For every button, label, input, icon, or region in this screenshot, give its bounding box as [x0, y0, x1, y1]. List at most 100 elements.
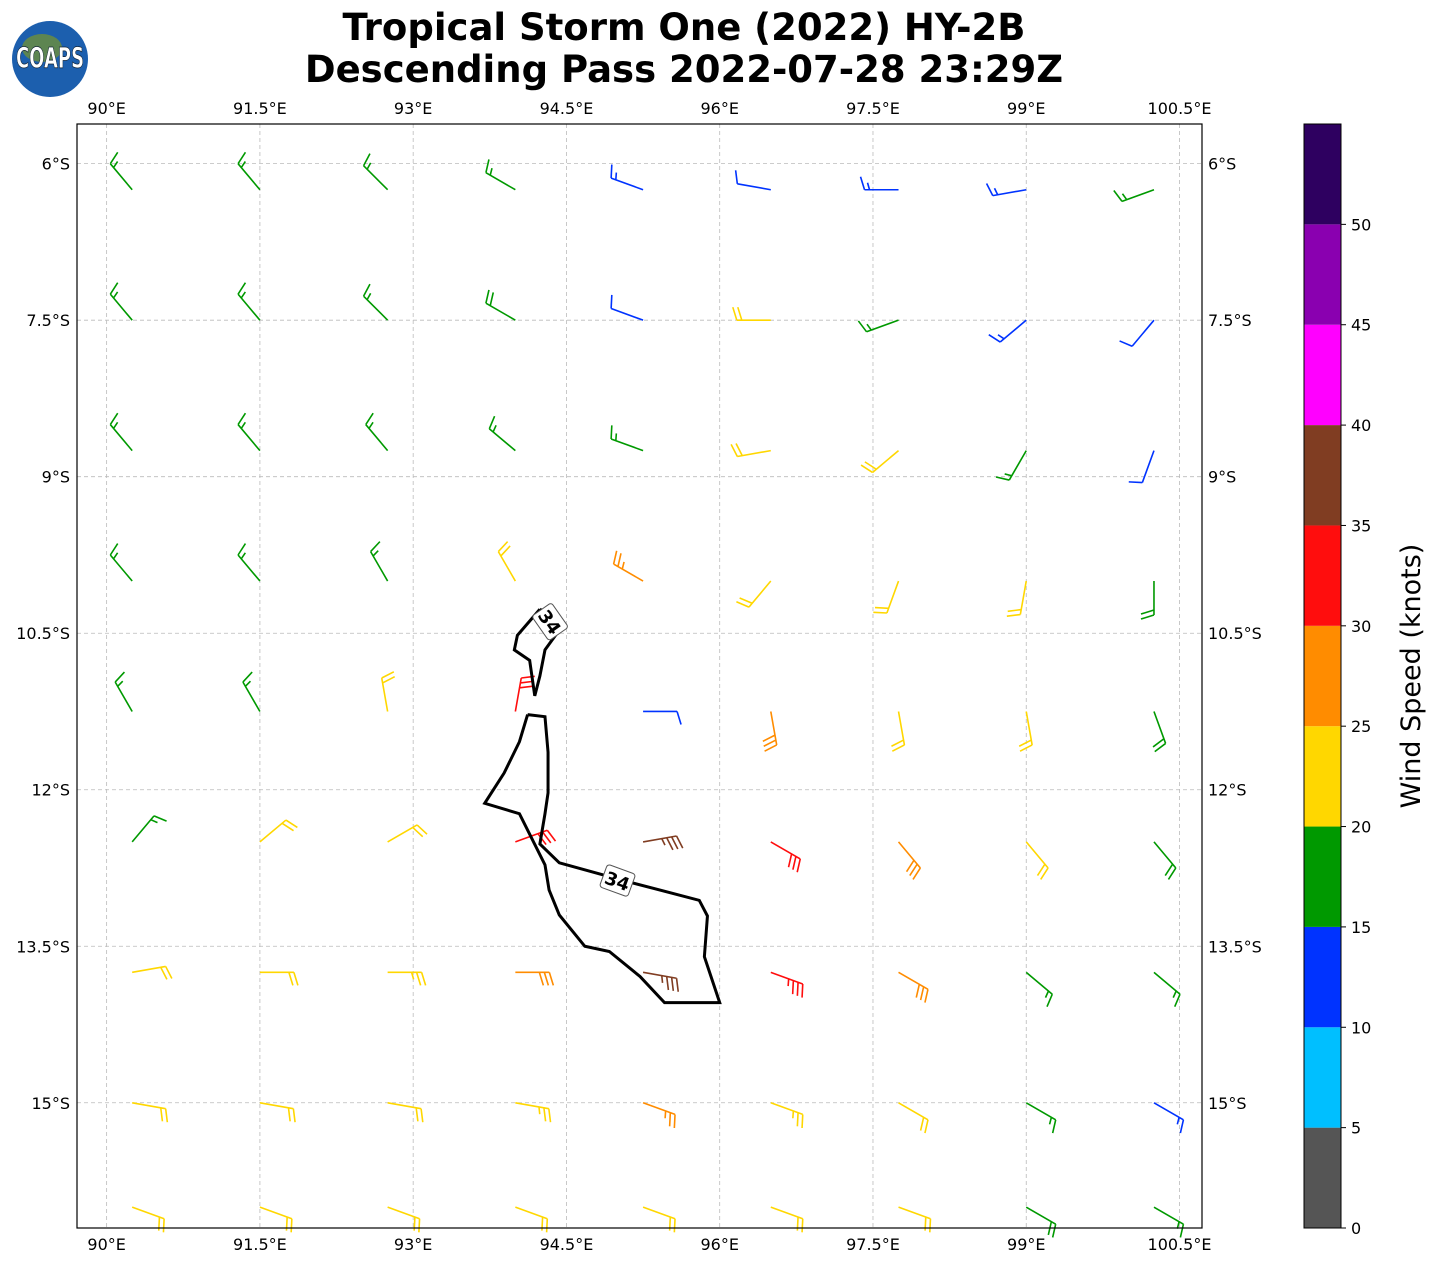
colorbar-bin [1304, 124, 1341, 225]
lat-tick-label: 7.5°S [1208, 311, 1252, 330]
wind-barb [770, 841, 802, 873]
wind-barb [770, 1102, 804, 1129]
logo-land [22, 34, 62, 62]
wind-barb [362, 153, 389, 191]
map-area: 34 34 [77, 124, 1202, 1238]
logo-text: COAPS [16, 42, 84, 76]
colorbar-bin [1304, 324, 1341, 426]
colorbar-tick-label: 50 [1351, 215, 1371, 234]
wind-barb [380, 671, 396, 712]
colorbar-tick-label: 35 [1351, 516, 1371, 535]
lat-tick-label: 6°S [1208, 155, 1236, 174]
lon-tick-label: 90°E [87, 99, 125, 118]
lon-tick-label: 99°E [1007, 1235, 1045, 1254]
wind-barb [891, 711, 906, 752]
wind-barb [736, 580, 772, 608]
colorbar-tick-label: 0 [1351, 1219, 1361, 1238]
colorbar-bin [1304, 1127, 1341, 1228]
wind-barb [873, 580, 900, 614]
colorbar-tick-label: 40 [1351, 416, 1371, 435]
lat-tick-label: 10.5°S [1208, 624, 1262, 643]
lon-tick-label: 93°E [394, 1235, 432, 1254]
colorbar-tick-label: 10 [1351, 1018, 1371, 1037]
wind-barb [485, 159, 516, 191]
wind-barb [1153, 1102, 1185, 1134]
wind-barb [762, 711, 778, 752]
wind-barb [497, 541, 517, 582]
wind-barb [515, 1101, 552, 1123]
map-frame [76, 123, 1203, 1229]
colorbar-tick-label: 5 [1351, 1119, 1361, 1138]
contour-label: 34 [532, 603, 568, 641]
wind-barb [515, 971, 555, 986]
lat-tick-label: 15°S [1208, 1094, 1247, 1113]
lon-tick-label: 94.5°E [540, 1235, 594, 1254]
colorbar-tick-label: 20 [1351, 818, 1371, 837]
lon-tick-label: 90°E [87, 1235, 125, 1254]
contour-label-box [532, 603, 568, 641]
colorbar-tick-label: 45 [1351, 316, 1371, 335]
wind-barb [387, 971, 427, 986]
wind-barb [488, 415, 516, 452]
wind-barb [612, 550, 644, 582]
wind-barb [362, 283, 389, 321]
lat-tick-label: 12°S [31, 781, 70, 800]
colorbar: 0 5 10 15 20 25 30 35 40 45 50 Wind Speed (knots) [1303, 123, 1427, 1238]
wind-barb [109, 151, 133, 191]
lat-tick-label: 9°S [1208, 468, 1236, 487]
lat-tick-label: 7.5°S [26, 311, 70, 330]
wind-barb [131, 815, 167, 843]
wind-barb [132, 965, 173, 980]
lat-tick-label: 13.5°S [16, 937, 70, 956]
logo: COAPS [12, 21, 88, 97]
lon-tick-label: 91.5°E [233, 99, 287, 118]
wind-barb [1025, 971, 1054, 1008]
wind-barb [1025, 841, 1049, 880]
wind-barb [642, 1102, 676, 1129]
colorbar-bin [1304, 425, 1341, 526]
lon-tick-label: 97.5°E [846, 1235, 900, 1254]
contour-34kt [482, 713, 722, 1005]
wind-barb [1006, 580, 1028, 618]
wind-barb [860, 449, 900, 474]
wind-barb [1018, 711, 1033, 752]
wind-barb [237, 282, 261, 321]
wind-barb [242, 671, 261, 712]
wind-barb [610, 425, 644, 452]
wind-barb [1153, 1206, 1185, 1238]
colorbar-tick-label: 30 [1351, 617, 1371, 636]
colorbar-bin [1304, 926, 1341, 1028]
colorbar-bin [1304, 1027, 1341, 1128]
wind-barb [485, 289, 516, 321]
lat-tick-label: 13.5°S [1208, 937, 1262, 956]
wind-barb [259, 1101, 296, 1123]
wind-barb [857, 319, 899, 333]
wind-barb [642, 971, 680, 992]
wind-barb [1119, 319, 1155, 347]
lat-tick-label: 12°S [1208, 781, 1247, 800]
wind-barb [898, 1102, 929, 1134]
wind-barb [988, 319, 1027, 343]
wind-barb [259, 819, 298, 843]
wind-barb [898, 971, 929, 1003]
wind-barb [985, 183, 1027, 197]
wind-barb [610, 164, 644, 191]
lon-tick-label: 100.5°E [1148, 99, 1212, 118]
wind-barb [732, 306, 771, 321]
wind-barb [1025, 1206, 1057, 1238]
wind-barb [643, 710, 682, 725]
wind-barb [514, 675, 535, 712]
colorbar-bin [1304, 224, 1341, 325]
wind-barb [387, 1101, 424, 1123]
wind-barb [114, 671, 133, 712]
lon-tick-label: 93°E [394, 99, 432, 118]
contour-label-box [599, 864, 636, 897]
wind-barb [1153, 841, 1177, 880]
lon-tick-label: 99°E [1007, 99, 1045, 118]
lat-tick-label: 6°S [42, 155, 70, 174]
wind-barb [730, 443, 771, 458]
title-line: Descending Pass 2022-07-28 23:29Z [305, 48, 1063, 91]
wind-barb [237, 151, 261, 191]
